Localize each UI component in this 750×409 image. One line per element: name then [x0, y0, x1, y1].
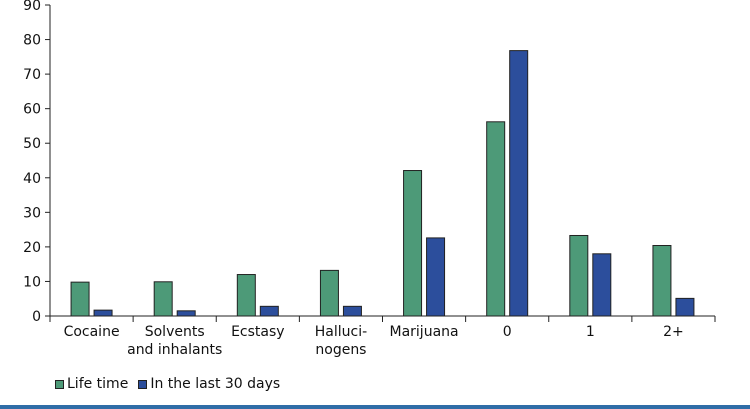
x-category-label: 0: [503, 324, 512, 340]
x-category-label: nogens: [315, 342, 366, 358]
bar-series-2: [342, 305, 362, 317]
bar-series-1: [652, 245, 672, 317]
x-axis: Cocaine Solvents and inhalants Ecstasy Hallu…: [49, 315, 716, 358]
bar-series-1: [319, 269, 339, 317]
bar-series-2: [426, 237, 446, 317]
y-tick-label: 30: [23, 205, 41, 221]
legend-swatch-series-2: [138, 379, 148, 389]
bars: [70, 50, 695, 317]
legend-label-series-1: Life time: [67, 376, 129, 392]
bar-series-2: [176, 310, 196, 317]
y-tick-label: 70: [23, 67, 41, 83]
bar-series-2: [93, 309, 113, 317]
bottom-rule: [0, 405, 750, 409]
x-category-label: Marijuana: [390, 324, 459, 340]
legend: Life time In the last 30 days: [55, 376, 290, 392]
x-category-label: Cocaine: [64, 324, 120, 340]
y-tick-label: 90: [23, 0, 41, 14]
bar-series-1: [236, 274, 256, 317]
bar-series-2: [259, 305, 279, 317]
x-category-label: and inhalants: [127, 342, 222, 358]
y-tick-label: 60: [23, 102, 41, 118]
legend-item-series-1: Life time: [55, 376, 128, 392]
bar-series-2: [509, 50, 529, 317]
bar-series-1: [486, 121, 506, 317]
x-category-label: 1: [586, 324, 595, 340]
y-tick-label: 80: [23, 33, 41, 49]
bar-series-2: [592, 253, 612, 317]
y-tick-label: 0: [32, 309, 41, 325]
y-axis: 0 10 20 30 40 50 60 70 80 90: [23, 0, 51, 325]
legend-label-series-2: In the last 30 days: [150, 376, 281, 392]
y-tick-label: 50: [23, 136, 41, 152]
x-category-label: Solvents: [145, 324, 205, 340]
bar-series-1: [403, 170, 423, 317]
x-category-label: Halluci-: [315, 324, 367, 340]
y-tick-label: 10: [23, 274, 41, 290]
x-category-label: Ecstasy: [231, 324, 284, 340]
legend-item-series-2: In the last 30 days: [138, 376, 280, 392]
bar-series-1: [153, 281, 173, 317]
legend-swatch-series-1: [55, 379, 64, 389]
y-tick-label: 40: [23, 171, 41, 187]
bar-series-1: [569, 234, 589, 317]
x-category-label: 2+: [663, 324, 684, 340]
y-tick-label: 20: [23, 240, 41, 256]
bar-series-2: [675, 297, 695, 317]
bar-series-1: [70, 281, 90, 317]
